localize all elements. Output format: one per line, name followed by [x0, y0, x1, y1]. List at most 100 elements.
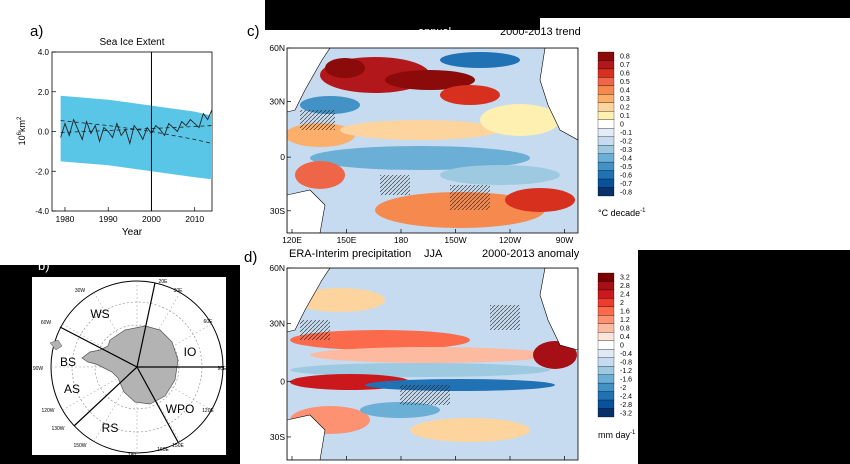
colorbar-label: 0.4	[620, 88, 630, 95]
colorbar-label: -0.4	[620, 155, 632, 162]
lon-tick-label: 150E	[337, 462, 357, 464]
chart-a-ylabel: 106km2	[17, 109, 27, 153]
lon-tick-label: 120W	[499, 235, 521, 245]
colorbar-swatch	[597, 68, 615, 78]
colorbar-swatch	[597, 102, 615, 112]
colorbar-label: -0.5	[620, 164, 632, 171]
colorbar-swatch	[597, 357, 615, 367]
colorbar-label: 0.7	[620, 62, 630, 69]
colorbar-label: 0	[620, 343, 624, 350]
lat-tick-label: 30S	[270, 206, 285, 216]
longitude-label: 130W	[51, 426, 64, 432]
colorbar-label: 1.2	[620, 317, 630, 324]
black-block-top-left	[265, 0, 540, 30]
lon-tick-label: 180	[394, 462, 408, 464]
colorbar-swatch	[597, 349, 615, 358]
colorbar-label: 0	[620, 122, 624, 129]
region-label-rs: RS	[102, 421, 119, 435]
colorbar-label: 0.4	[620, 334, 630, 341]
lat-tick-label: 0	[280, 376, 285, 386]
ylabel-unit-exp: 2	[17, 116, 23, 120]
colorbar-label: -0.1	[620, 130, 632, 137]
longitude-label: 120E	[202, 408, 214, 414]
x-tick-label: 1990	[99, 214, 118, 224]
map-c-period: 2000-2013 trend	[500, 26, 581, 38]
colorbar-label: 0.6	[620, 71, 630, 78]
map-c-dataset: NOAA-OI SST	[289, 31, 360, 43]
colorbar-swatch	[597, 170, 615, 180]
panel-a-label: a)	[30, 23, 44, 40]
lon-tick-label: 120W	[499, 462, 521, 464]
colorbar-label: -2.4	[620, 393, 632, 400]
map-d-season: JJA	[424, 248, 443, 260]
region-label-ws: WS	[90, 307, 109, 321]
colorbar-swatch	[597, 128, 615, 137]
map-d-dataset: ERA-Interim precipitation	[289, 248, 412, 260]
ylabel-exp: 6	[17, 132, 23, 136]
sst-trend-map: 60N 30N 0 30S 120E 150E 180 150W 120W 90W 0.80.7 0…	[269, 43, 632, 245]
longitude-label: 60W	[41, 320, 52, 326]
lat-tick-label: 60N	[269, 263, 285, 273]
map-c-field	[287, 48, 578, 233]
colorbar-swatch	[597, 77, 615, 87]
colorbar-label: 2.8	[620, 283, 630, 290]
antarctica-landmass	[81, 325, 179, 405]
south-america-tip	[49, 339, 63, 351]
colorbar-label: -0.6	[620, 172, 632, 179]
colorbar-label: -0.8	[620, 359, 632, 366]
antarctic-polar-map: 20E 30E 60E 90E 120E 150E 180 150W 120W 90W 60W 30W…	[32, 277, 227, 459]
colorbar-swatch	[597, 408, 615, 418]
colorbar-label: -0.3	[620, 147, 632, 154]
colorbar-swatch	[597, 178, 615, 188]
lon-tick-label: 180	[394, 235, 408, 245]
y-tick-label: 4.0	[38, 48, 50, 57]
colorbar-label: -2	[620, 385, 626, 392]
cbar-c-unit-exp: -1	[640, 208, 646, 214]
sea-ice-line-chart: 1980 1990 2000 2010 4.0 2.0 0.0 -2.0 -4.0	[35, 48, 213, 224]
map-d-period: 2000-2013 anomaly	[482, 248, 580, 260]
longitude-label: 150W	[73, 443, 86, 449]
map-d-frame	[286, 267, 579, 461]
panel-d-label: d)	[244, 249, 258, 266]
lon-tick-label: 150W	[444, 235, 466, 245]
map-c-frame	[286, 47, 579, 234]
colorbar-label: 0.1	[620, 113, 630, 120]
colorbar-swatch	[597, 366, 615, 375]
ylabel-base: 10	[17, 135, 27, 146]
colorbar-swatch	[597, 145, 615, 154]
longitude-label: 90E	[218, 366, 228, 372]
x-tick-label: 2010	[185, 214, 204, 224]
colorbar-swatch	[597, 315, 615, 324]
y-tick-label: 2.0	[38, 88, 50, 97]
chart-a-xlabel: Year	[121, 227, 143, 238]
colorbar-swatch	[597, 289, 615, 299]
y-tick-label: -2.0	[35, 167, 49, 176]
longitude-label: 180	[128, 453, 137, 459]
sector-line-160e	[136, 366, 179, 443]
longitude-label: 150E	[172, 443, 184, 449]
colorbar-label: 2	[620, 300, 624, 307]
colorbar-swatch	[597, 94, 615, 103]
black-block-mid-right	[638, 250, 850, 464]
lon-tick-label: 120E	[282, 462, 302, 464]
lon-tick-label: 120E	[282, 235, 302, 245]
colorbar-swatch	[597, 323, 615, 333]
longitude-label: 90W	[33, 366, 44, 372]
cbar-c-unit-text: °C decade	[598, 208, 641, 218]
longitude-label: 120W	[41, 408, 54, 414]
region-label-wpo: WPO	[166, 402, 195, 416]
lat-tick-label: 30N	[269, 319, 285, 329]
colorbar-label: -0.8	[620, 189, 632, 196]
sector-line-60w	[59, 326, 138, 368]
x-tick-label: 2000	[142, 214, 161, 224]
cbar-d-unit-exp: -1	[630, 430, 636, 436]
colorbar-swatch	[597, 111, 615, 120]
series-line-0	[60, 109, 213, 146]
panel-b-label: b)	[38, 258, 50, 273]
colorbar-label: 1.6	[620, 309, 630, 316]
colorbar-swatch	[597, 119, 615, 129]
colorbar-label: 0.5	[620, 79, 630, 86]
colorbar-swatch	[597, 298, 615, 308]
colorbar-swatch	[597, 153, 615, 163]
